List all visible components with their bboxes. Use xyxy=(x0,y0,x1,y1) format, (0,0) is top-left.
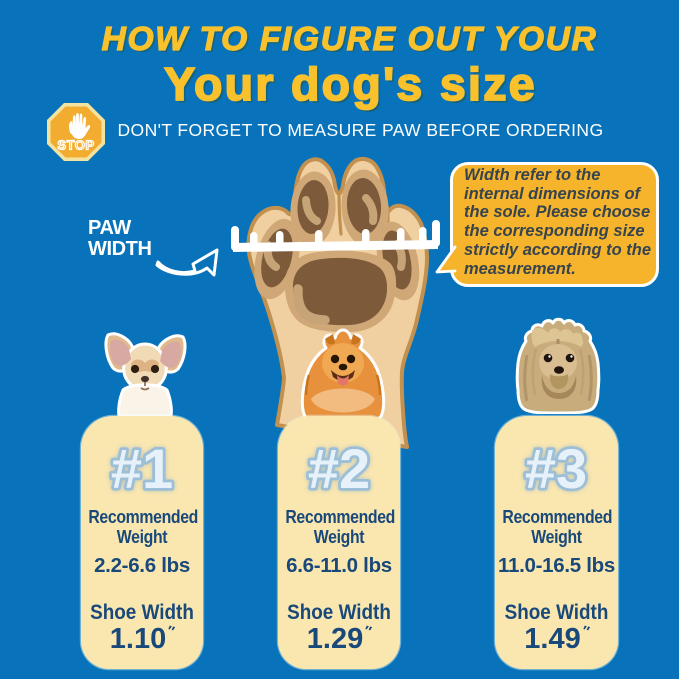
svg-text:STOP: STOP xyxy=(57,138,94,153)
svg-text:#3: #3 xyxy=(525,442,587,500)
svg-text:#1: #1 xyxy=(111,442,173,500)
svg-text:#1: #1 xyxy=(111,442,173,500)
svg-text:#2: #2 xyxy=(308,442,370,500)
svg-text:#3: #3 xyxy=(525,442,587,500)
svg-text:#2: #2 xyxy=(308,442,370,500)
